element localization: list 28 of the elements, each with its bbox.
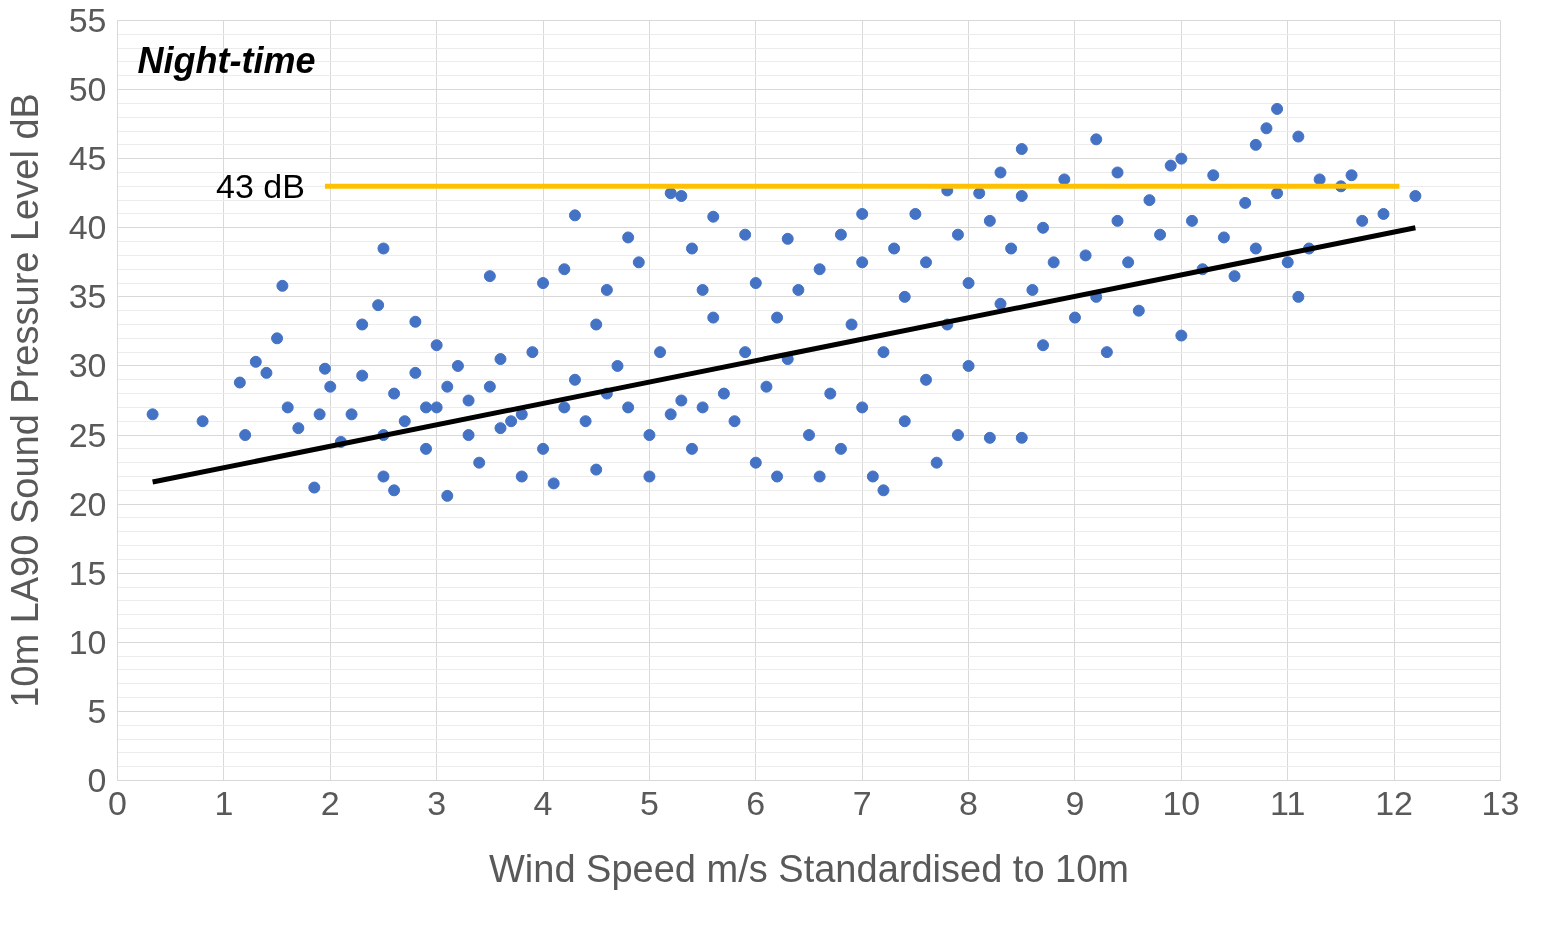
x-tick-label: 4 [533,783,553,822]
y-tick-label: 35 [68,277,107,316]
x-tick-label: 7 [852,783,872,822]
x-tick-label: 11 [1270,783,1306,822]
x-axis-title: Wind Speed m/s Standardised to 10m [489,847,1130,890]
annotation: 43 dB [216,167,305,206]
y-tick-label: 30 [68,346,107,385]
y-tick-label: 55 [68,1,107,39]
y-tick-label: 45 [68,139,107,178]
y-tick-label: 25 [68,415,107,454]
y-tick-label: 10 [68,622,107,661]
x-tick-label: 10 [1162,783,1201,822]
y-tick-label: 50 [68,70,107,109]
x-tick-label: 2 [320,783,340,822]
y-tick-label: 40 [68,208,107,247]
y-tick-label: 15 [68,553,107,592]
x-tick-label: 9 [1065,783,1085,822]
x-tick-label: 8 [959,783,979,822]
y-tick-label: 20 [68,484,107,523]
text: Night-time [137,39,316,81]
y-tick-label: 5 [87,691,107,730]
x-tick-label: 5 [639,783,659,822]
y-axis-title: 10m LA90 Sound Pressure Level dB [3,93,46,708]
x-tick-label: 1 [214,783,234,822]
x-tick-label: 3 [427,783,447,822]
x-tick-label: 6 [746,783,766,822]
x-tick-label: 13 [1481,783,1520,822]
x-tick-label: 12 [1375,783,1414,822]
